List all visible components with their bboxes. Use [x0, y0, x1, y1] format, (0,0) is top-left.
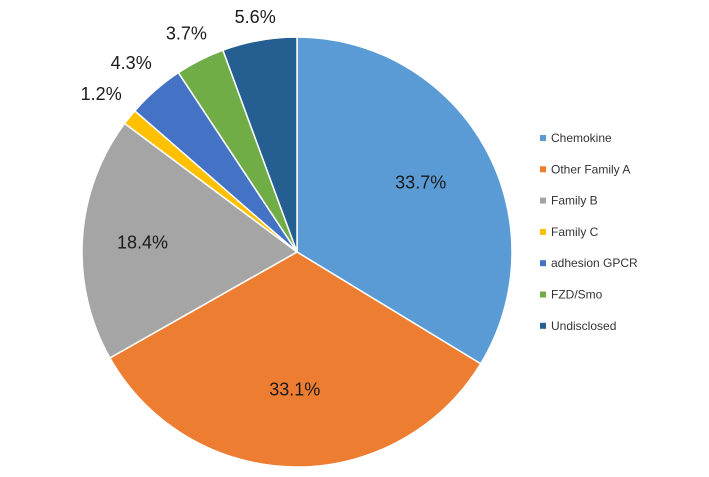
legend-swatch-other-family-a [540, 166, 546, 173]
slice-label-fzd-smo: 3.7% [166, 23, 207, 43]
slice-label-adhesion-gpcr: 4.3% [111, 53, 152, 73]
legend-label-family-b: Family B [551, 194, 598, 208]
legend-item-undisclosed: Undisclosed [540, 319, 616, 333]
slice-label-other-family-a: 33.1% [269, 380, 320, 400]
legend-label-adhesion-gpcr: adhesion GPCR [551, 256, 638, 270]
legend-item-family-c: Family C [540, 225, 599, 239]
legend-label-family-c: Family C [551, 225, 599, 239]
legend-label-other-family-a: Other Family A [551, 162, 630, 176]
pie-slice-undisclosed [221, 36, 298, 253]
legend-item-adhesion-gpcr: adhesion GPCR [540, 256, 638, 270]
legend-item-chemokine: Chemokine [540, 131, 612, 145]
pie-slice-chemokine [296, 36, 513, 365]
legend-swatch-undisclosed [540, 322, 546, 329]
legend: Chemokine Other Family A Family B Family C a… [540, 131, 638, 333]
legend-item-other-family-a: Other Family A [540, 162, 630, 176]
slice-label-family-b: 18.4% [117, 232, 168, 252]
legend-label-undisclosed: Undisclosed [551, 319, 616, 333]
legend-label-chemokine: Chemokine [551, 131, 612, 145]
legend-swatch-adhesion-gpcr [540, 260, 546, 267]
pie-slices [81, 36, 513, 468]
slice-label-family-c: 1.2% [81, 84, 122, 104]
legend-swatch-family-b [540, 197, 546, 204]
legend-swatch-fzd-smo [540, 291, 546, 298]
legend-swatch-family-c [540, 228, 546, 235]
legend-label-fzd-smo: FZD/Smo [551, 288, 603, 302]
legend-item-fzd-smo: FZD/Smo [540, 288, 603, 302]
legend-item-family-b: Family B [540, 194, 598, 208]
pie-slice-family-b [81, 122, 299, 359]
pie-slice-labels: 33.7% 33.1% 18.4% 1.2% 4.3% 3.7% 5.6% [81, 7, 447, 400]
slice-label-chemokine: 33.7% [395, 173, 446, 193]
slice-label-undisclosed: 5.6% [235, 7, 276, 27]
legend-swatch-chemokine [540, 135, 546, 141]
